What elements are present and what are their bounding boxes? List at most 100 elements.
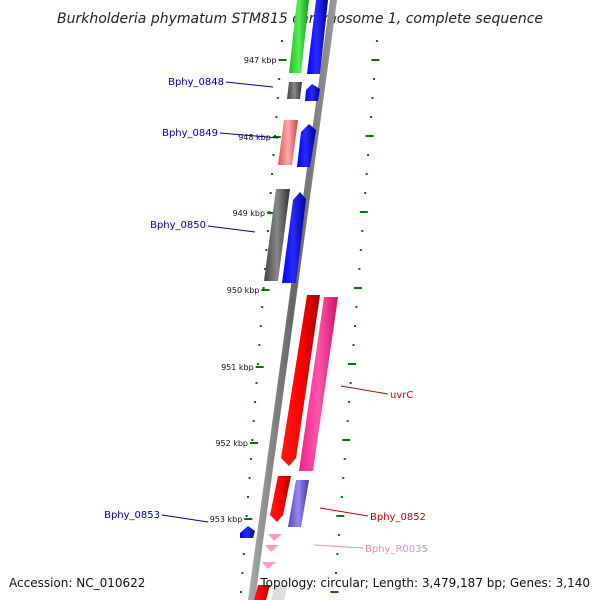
gene-label-bphy-0849[interactable]: Bphy_0849	[162, 128, 218, 139]
minor-tick	[269, 192, 272, 194]
trna-arrow-3	[262, 562, 276, 569]
minor-tick	[245, 515, 248, 517]
outer-major-tick	[359, 211, 368, 213]
leader-bphy-0849	[219, 132, 279, 139]
outer-major-tick	[348, 363, 356, 365]
major-tick	[244, 518, 253, 520]
minor-tick	[241, 572, 244, 574]
cds-forward-top	[307, 0, 328, 74]
major-tick	[272, 136, 281, 138]
outer-minor-tick	[365, 173, 368, 175]
minor-tick	[248, 477, 251, 479]
cds-forward-bphy-0849[interactable]	[297, 124, 316, 167]
major-tick	[261, 289, 270, 291]
major-tick	[267, 212, 276, 214]
leader-bphy-0850	[207, 225, 256, 233]
outer-minor-tick	[335, 572, 337, 574]
gene-label-uvrc[interactable]: uvrC	[390, 390, 413, 401]
minor-tick	[254, 401, 257, 403]
outer-minor-tick	[364, 192, 367, 194]
minor-tick	[278, 78, 281, 80]
outer-minor-tick	[359, 249, 362, 251]
minor-tick	[272, 154, 275, 156]
chromosome-backbone	[248, 0, 337, 600]
outer-major-tick	[336, 515, 345, 517]
tick-label: 949 kbp	[232, 209, 265, 218]
cog-feature-gray	[287, 82, 302, 99]
outer-minor-tick	[348, 401, 351, 403]
outer-minor-tick	[343, 458, 346, 460]
minor-tick	[266, 230, 269, 232]
kbp-tick-track: 947 kbp 948 kbp 949 kbp 950 kbp 951 kbp 952 k…	[210, 40, 287, 593]
outer-minor-tick	[367, 154, 370, 156]
major-tick	[278, 59, 287, 61]
minor-tick	[251, 439, 254, 441]
cds-forward-bphy-0848[interactable]	[305, 84, 320, 101]
minor-tick	[264, 268, 266, 270]
cds-reverse-bottom	[254, 585, 270, 600]
trna-arrow-1	[268, 534, 282, 541]
outer-minor-tick	[349, 382, 352, 384]
minor-tick	[261, 306, 264, 308]
accession-text: Accession: NC_010622	[9, 576, 145, 590]
gene-label-bphy-0848[interactable]: Bphy_0848	[168, 77, 224, 88]
minor-tick	[258, 344, 261, 346]
minor-tick	[242, 553, 245, 555]
outer-minor-tick	[342, 477, 345, 479]
tick-label: 947 kbp	[244, 56, 277, 65]
minor-tick	[255, 382, 258, 384]
trna-arrow-2	[265, 545, 279, 552]
outer-major-tick	[342, 439, 351, 441]
minor-tick	[262, 287, 265, 289]
outer-minor-tick	[370, 116, 373, 118]
cog-feature-green	[289, 0, 309, 73]
minor-tick	[259, 325, 262, 327]
cds-reverse-bphy-0852[interactable]	[270, 476, 291, 522]
outer-major-tick	[353, 287, 362, 289]
major-tick	[250, 442, 258, 444]
minor-tick	[271, 173, 274, 175]
major-tick	[255, 366, 264, 368]
outer-tick-track	[330, 40, 380, 593]
cog-feature-salmon	[278, 120, 298, 165]
outer-minor-tick	[354, 325, 356, 327]
leader-bphy-0852	[319, 507, 369, 517]
minor-tick	[276, 97, 279, 99]
tick-label: 948 kbp	[238, 133, 271, 142]
cds-forward-bphy-0853[interactable]	[240, 526, 255, 538]
outer-major-tick	[330, 591, 339, 593]
tick-label: 952 kbp	[215, 439, 248, 448]
minor-tick	[240, 591, 242, 593]
minor-tick	[257, 363, 259, 365]
outer-minor-tick	[337, 534, 340, 536]
tick-label: 950 kbp	[227, 286, 260, 295]
leader-bphy-r0035	[313, 544, 364, 549]
gene-label-bphy-0853[interactable]: Bphy_0853	[104, 510, 160, 521]
cds-forward-bphy-0850[interactable]	[282, 192, 306, 283]
gene-label-bphy-0852[interactable]: Bphy_0852	[370, 512, 426, 523]
cog-feature-pink	[299, 297, 338, 471]
outer-minor-tick	[336, 553, 339, 555]
leader-bphy-0853	[161, 514, 209, 523]
gene-label-bphy-r0035[interactable]: Bphy_R0035	[365, 544, 428, 555]
outer-minor-tick	[340, 496, 343, 498]
minor-tick	[275, 116, 278, 118]
outer-minor-tick	[371, 97, 374, 99]
cog-feature-purple	[288, 480, 309, 527]
outer-minor-tick	[355, 306, 358, 308]
gene-label-bphy-0850[interactable]: Bphy_0850	[150, 220, 206, 231]
leader-uvrc	[340, 385, 389, 395]
outer-major-tick	[371, 59, 380, 61]
outer-minor-tick	[375, 40, 378, 42]
cog-feature-gray-2	[264, 189, 290, 281]
minor-tick	[247, 496, 249, 498]
minor-tick	[265, 249, 268, 251]
feature-bottom-light	[271, 585, 288, 600]
outer-minor-tick	[346, 420, 349, 422]
outer-major-tick	[365, 135, 374, 137]
cds-reverse-uvrc[interactable]	[281, 295, 320, 466]
minor-tick	[252, 420, 255, 422]
outer-minor-tick	[373, 78, 375, 80]
